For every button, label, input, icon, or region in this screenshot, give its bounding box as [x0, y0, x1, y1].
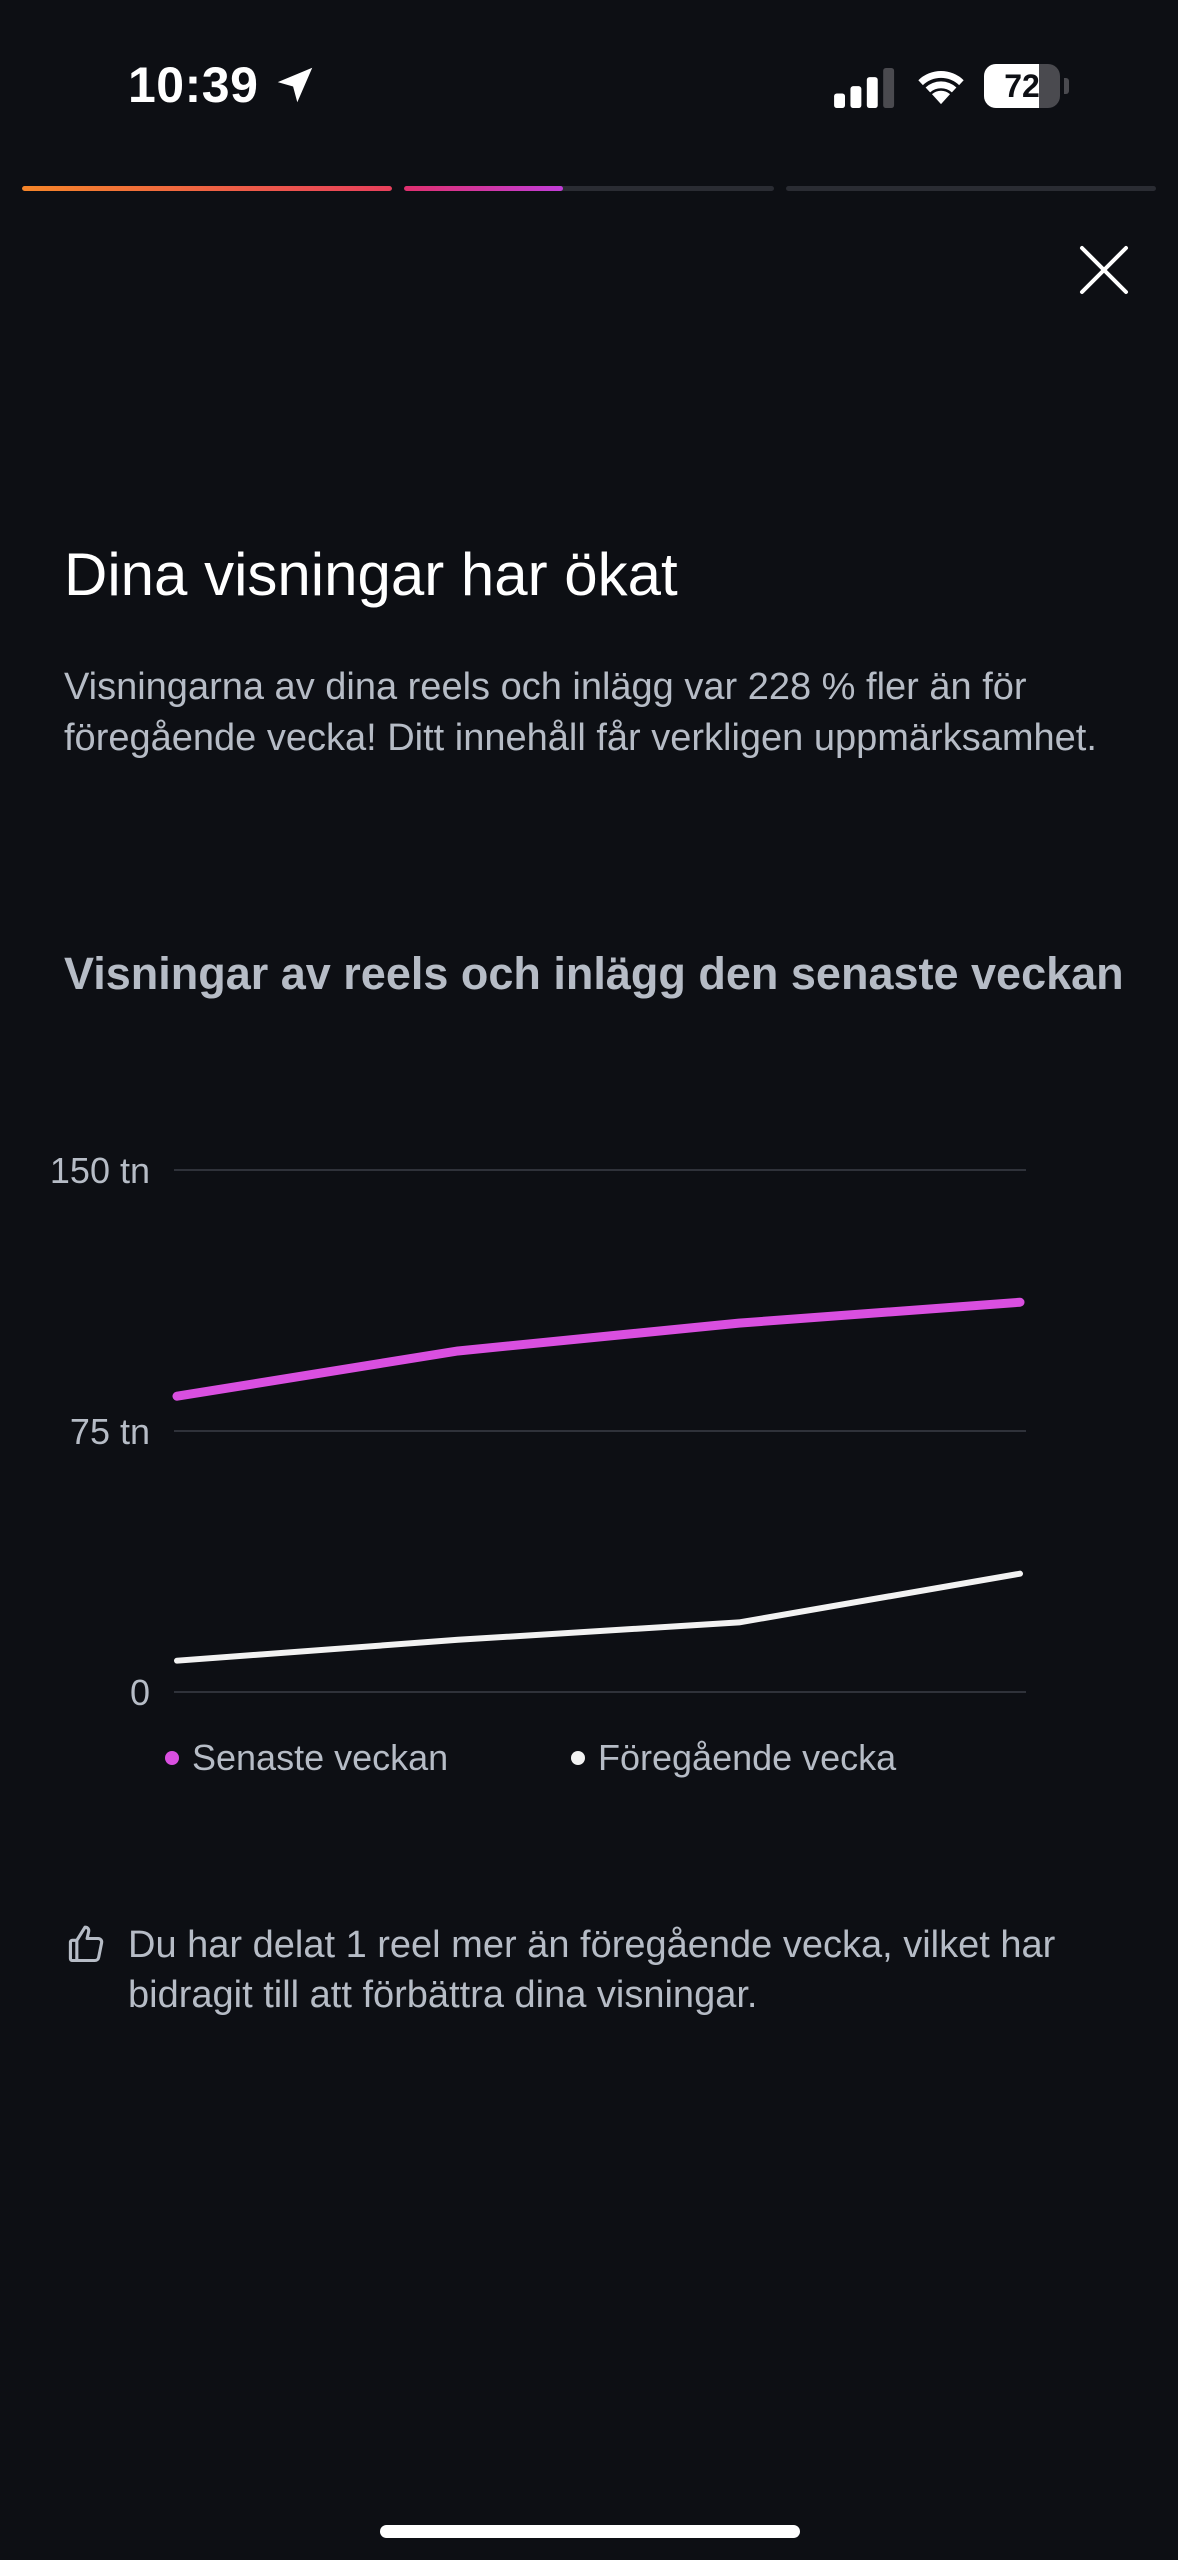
cellular-signal-icon [834, 68, 895, 108]
story-progress-segment-1 [22, 186, 392, 191]
chart-title: Visningar av reels och inlägg den senast… [64, 948, 1124, 999]
legend-label-2: Föregående vecka [598, 1737, 897, 1778]
battery-body: 72 [984, 64, 1060, 108]
battery-icon: 72 [984, 64, 1070, 108]
wifi-icon [918, 71, 964, 105]
page-description: Visningarna av dina reels och inlägg var… [64, 666, 1097, 759]
views-line-chart: 0 75 tn 150 tn Senaste veckan Föregående vec… [50, 1150, 1026, 1778]
thumbs-up-icon [68, 1925, 104, 1963]
legend-dot-2 [571, 1751, 585, 1765]
story-progress-segment-2 [404, 186, 774, 191]
series-line-2 [174, 1570, 1023, 1664]
status-bar: 10:39 72 [0, 0, 1178, 170]
story-progress-fill-2 [404, 186, 564, 191]
legend-label-1: Senaste veckan [192, 1737, 448, 1778]
legend-dot-1 [165, 1751, 179, 1765]
home-indicator [380, 2525, 800, 2538]
location-arrow-icon [277, 67, 313, 103]
story-progress-segment-3 [786, 186, 1156, 191]
battery-fill [984, 64, 1039, 108]
status-time: 10:39 [128, 57, 259, 113]
y-tick-label: 150 tn [50, 1150, 150, 1191]
story-progress-fill-1 [22, 186, 392, 191]
y-tick-label: 0 [130, 1672, 150, 1713]
close-icon[interactable] [1072, 238, 1136, 302]
y-tick-label: 75 tn [70, 1411, 150, 1452]
tip-text: Du har delat 1 reel mer än föregående ve… [128, 1924, 1056, 2016]
battery-level: 72 [1004, 68, 1040, 104]
series-line-1 [172, 1297, 1025, 1401]
page-title: Dina visningar har ökat [64, 541, 678, 608]
battery-tip [1064, 78, 1069, 94]
